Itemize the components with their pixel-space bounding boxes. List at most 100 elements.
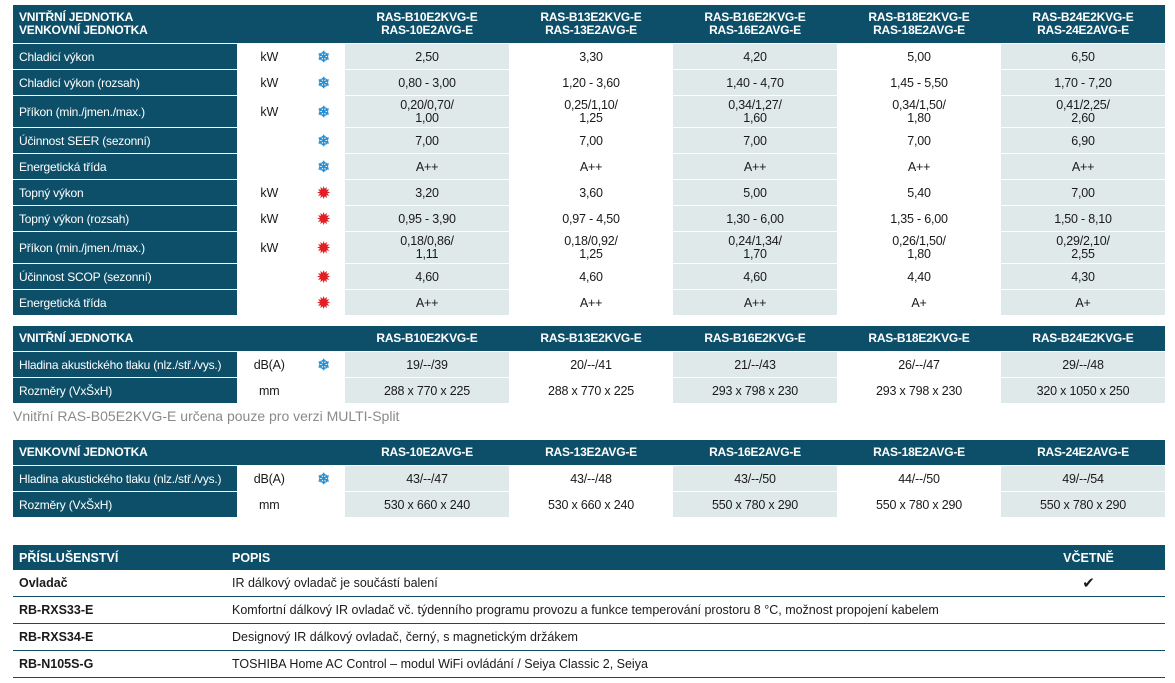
value-cell: 0,24/1,34/1,70 [673,231,837,264]
snowflake-icon: ❄ [317,74,330,92]
row-label: Rozměry (VxŠxH) [13,377,236,404]
snowflake-icon: ❄ [317,356,330,374]
icon-cell: ❄ [302,69,345,96]
table-row: Hladina akustického tlaku (nlz./stř./vys… [13,465,1165,492]
model-header: RAS-B10E2KVG-E RAS-10E2AVG-E [345,5,509,44]
row-label: Hladina akustického tlaku (nlz./stř./vys… [13,351,236,378]
value-cell: 49/--/54 [1001,465,1165,492]
unit-cell: kW [235,95,302,128]
table-row: Chladicí výkon (rozsah) kW ❄ 0,80 - 3,00 1,2… [13,69,1165,96]
unit-cell: dB(A) [235,351,302,378]
value-line: 0,20/0,70/ [400,97,454,112]
snowflake-icon: ❄ [317,48,330,66]
value-cell: 1,70 - 7,20 [1001,69,1165,96]
value-cell: 530 x 660 x 240 [345,491,509,518]
outdoor-model: RAS-13E2AVG-E [545,23,637,37]
outdoor-model: RAS-16E2AVG-E [709,23,801,37]
header-indoor: VNITŘNÍ JEDNOTKA [19,10,134,24]
value-cell: 0,29/2,10/2,55 [1001,231,1165,264]
icon-cell: ❄ [302,351,345,378]
icon-cell: ❄ [302,153,345,180]
row-label: Chladicí výkon [13,43,236,70]
table-row: Rozměry (VxŠxH) mm 288 x 770 x 225 288 x 77… [13,377,1165,404]
value-line: 1,11 [415,246,439,261]
value-cell: A++ [837,153,1001,180]
table-row: RB-RXS34-E Designový IR dálkový ovladač, … [13,623,1165,651]
value-line: 1,80 [907,246,931,261]
value-cell: 7,00 [345,127,509,154]
included-header: VČETNĚ [1013,545,1165,570]
value-line: 1,25 [579,246,603,261]
value-cell: A++ [345,289,509,316]
value-cell: 4,60 [509,263,673,290]
table-row: Příkon (min./jmen./max.) kW ✹ 0,18/0,86/1,1… [13,231,1165,264]
icon-cell: ❄ [302,465,345,492]
sun-icon: ✹ [317,210,330,228]
value-cell: 20/--/41 [509,351,673,378]
icon-cell: ❄ [302,43,345,70]
icon-cell: ❄ [302,127,345,154]
sun-icon: ✹ [317,268,330,286]
row-label: Účinnost SEER (sezonní) [13,127,236,154]
icon-cell: ✹ [302,263,345,290]
value-line: 1,25 [579,110,603,125]
value-cell: 0,41/2,25/2,60 [1001,95,1165,128]
model-header: RAS-B13E2KVG-E RAS-13E2AVG-E [509,5,673,44]
table-row: RB-N105S-G TOSHIBA Home AC Control – modu… [13,650,1165,678]
snowflake-icon: ❄ [317,103,330,121]
icon-cell: ✹ [302,289,345,316]
description-header: POPIS [226,545,1013,570]
sun-icon: ✹ [317,184,330,202]
value-cell: 550 x 780 x 290 [1001,491,1165,518]
value-cell: 4,60 [345,263,509,290]
sun-icon: ✹ [317,239,330,257]
unit-cell [235,127,302,154]
value-cell: A++ [673,289,837,316]
model-header: RAS-B10E2KVG-E [345,326,509,352]
table-row: Topný výkon kW ✹ 3,20 3,60 5,00 5,40 7,00 [13,179,1165,206]
table-row: Hladina akustického tlaku (nlz./stř./vys… [13,351,1165,378]
model-header: RAS-13E2AVG-E [509,440,673,466]
table-row: Energetická třída ✹ A++ A++ A++ A+ A+ [13,289,1165,316]
model-header: RAS-18E2AVG-E [837,440,1001,466]
value-cell: 3,30 [509,43,673,70]
table-row: RB-RXS33-E Komfortní dálkový IR ovladač v… [13,596,1165,624]
value-cell: 44/--/50 [837,465,1001,492]
sun-icon: ✹ [317,294,330,312]
indoor-model: RAS-B16E2KVG-E [704,10,806,24]
table-row: Chladicí výkon kW ❄ 2,50 3,30 4,20 5,00 6,50 [13,43,1165,70]
unit-cell [235,263,302,290]
checkmark-icon: ✔ [1082,575,1095,592]
icon-cell [302,491,345,518]
value-cell: 550 x 780 x 290 [673,491,837,518]
value-cell: 43/--/48 [509,465,673,492]
row-label: Rozměry (VxŠxH) [13,491,236,518]
header-label: VENKOVNÍ JEDNOTKA [13,440,345,466]
multi-split-note: Vnitřní RAS-B05E2KVG-E určena pouze pro … [13,408,400,424]
value-cell: 6,90 [1001,127,1165,154]
value-line: 0,25/1,10/ [564,97,618,112]
table-row: Rozměry (VxŠxH) mm 530 x 660 x 240 530 x 66… [13,491,1165,518]
value-cell: 0,34/1,50/1,80 [837,95,1001,128]
icon-cell: ✹ [302,231,345,264]
value-cell: 7,00 [837,127,1001,154]
unit-cell: kW [235,205,302,232]
snowflake-icon: ❄ [317,470,330,488]
value-cell: 4,40 [837,263,1001,290]
value-cell: 0,80 - 3,00 [345,69,509,96]
row-label: Účinnost SCOP (sezonní) [13,263,236,290]
main-spec-table: VNITŘNÍ JEDNOTKA VENKOVNÍ JEDNOTKA RAS-B10… [13,5,1165,316]
indoor-model: RAS-B24E2KVG-E [1032,10,1134,24]
value-cell: A+ [837,289,1001,316]
row-label: Energetická třída [13,289,236,316]
value-line: 0,24/1,34/ [728,233,782,248]
value-cell: 293 x 798 x 230 [837,377,1001,404]
value-cell: 0,97 - 4,50 [509,205,673,232]
icon-cell: ✹ [302,179,345,206]
indoor-unit-table: VNITŘNÍ JEDNOTKA RAS-B10E2KVG-E RAS-B13E2K… [13,326,1165,404]
snowflake-icon: ❄ [317,132,330,150]
unit-cell: kW [235,69,302,96]
value-cell: 1,50 - 8,10 [1001,205,1165,232]
value-cell: 1,40 - 4,70 [673,69,837,96]
header-row: VENKOVNÍ JEDNOTKA RAS-10E2AVG-E RAS-13E2AV… [13,440,1165,466]
